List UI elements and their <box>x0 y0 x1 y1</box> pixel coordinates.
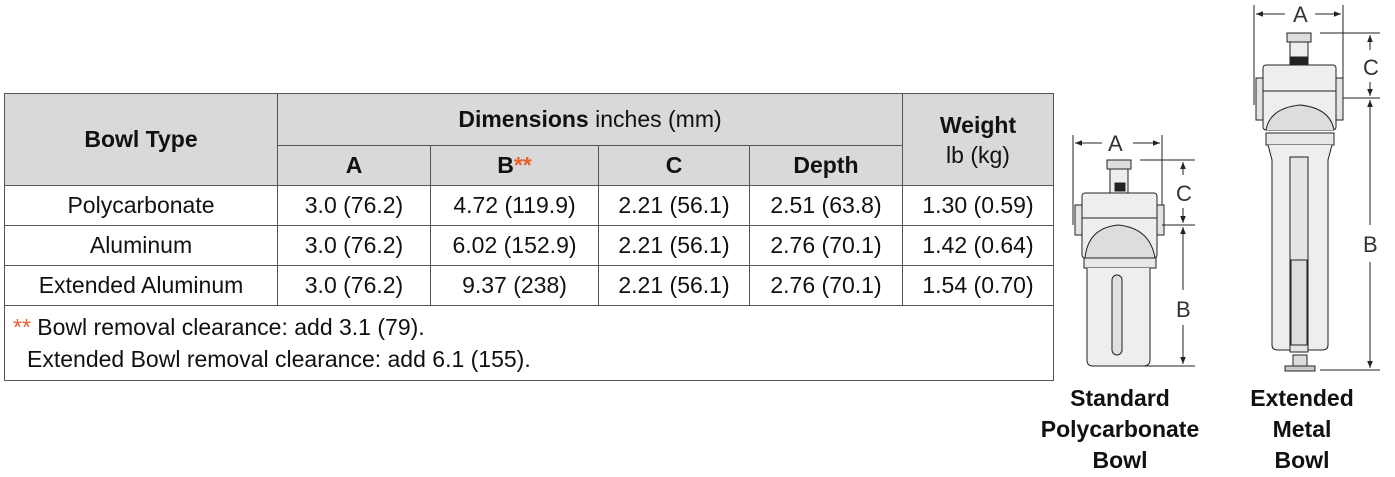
extended-label-a: A <box>1293 2 1308 27</box>
weight-unit: lb (kg) <box>946 141 1010 168</box>
cell-c: 2.21 (56.1) <box>598 265 750 306</box>
caption-line: Extended <box>1250 385 1354 411</box>
cell-a: 3.0 (76.2) <box>277 225 431 266</box>
cell-c: 2.21 (56.1) <box>598 225 750 266</box>
weight-label: Weight <box>939 111 1017 138</box>
footnote-line-1: Bowl removal clearance: add 3.1 (79). <box>30 314 425 340</box>
dimensions-label: Dimensions <box>458 106 589 132</box>
cell-b: 4.72 (119.9) <box>430 185 599 226</box>
cell-weight: 1.30 (0.59) <box>902 185 1054 226</box>
extended-label-c: C <box>1363 55 1379 80</box>
cell-depth: 2.76 (70.1) <box>749 265 903 306</box>
header-depth: Depth <box>749 145 903 186</box>
cell-weight: 1.54 (0.70) <box>902 265 1054 306</box>
caption-line: Standard <box>1070 385 1170 411</box>
cell-depth: 2.51 (63.8) <box>749 185 903 226</box>
table-row: Polycarbonate 3.0 (76.2) 4.72 (119.9) 2.21 … <box>4 185 1054 226</box>
dimensions-table: Bowl Type Dimensions inches (mm) Weight l… <box>4 93 1054 381</box>
standard-label-b: B <box>1176 297 1191 322</box>
extended-bowl-caption: Extended Metal Bowl <box>1232 383 1372 476</box>
caption-line: Polycarbonate <box>1040 416 1200 442</box>
cell-b: 6.02 (152.9) <box>430 225 599 266</box>
header-bowl-type: Bowl Type <box>4 93 278 186</box>
cell-a: 3.0 (76.2) <box>277 265 431 306</box>
header-b: B** <box>430 145 599 186</box>
cell-weight: 1.42 (0.64) <box>902 225 1054 266</box>
table-row: Aluminum 3.0 (76.2) 6.02 (152.9) 2.21 (56.1… <box>4 225 1054 266</box>
cell-type: Aluminum <box>4 225 278 266</box>
footnote-marker: ** <box>13 314 31 340</box>
table-row: Extended Aluminum 3.0 (76.2) 9.37 (238) 2.2… <box>4 265 1054 306</box>
cell-b: 9.37 (238) <box>430 265 599 306</box>
cell-depth: 2.76 (70.1) <box>749 225 903 266</box>
standard-label-c: C <box>1176 181 1192 206</box>
dimensions-unit: inches (mm) <box>588 106 722 132</box>
caption-line: Bowl <box>1274 447 1330 473</box>
caption-line: Bowl <box>1092 447 1148 473</box>
standard-bowl-drawing: A C B <box>1072 131 1195 367</box>
cell-type: Extended Aluminum <box>4 265 278 306</box>
caption-line: Metal <box>1272 416 1332 442</box>
header-weight: Weight lb (kg) <box>902 93 1054 186</box>
standard-bowl-caption: Standard Polycarbonate Bowl <box>1025 383 1215 476</box>
header-dimensions: Dimensions inches (mm) <box>277 93 903 146</box>
b-label: B <box>497 152 514 178</box>
cell-c: 2.21 (56.1) <box>598 185 750 226</box>
extended-label-b: B <box>1363 232 1378 257</box>
footnote: ** Bowl removal clearance: add 3.1 (79).… <box>4 305 1054 381</box>
extended-bowl-drawing: A C B <box>1253 2 1380 372</box>
footnote-line-2: Extended Bowl removal clearance: add 6.1… <box>27 346 531 372</box>
b-marker: ** <box>513 152 532 178</box>
standard-label-a: A <box>1108 131 1123 156</box>
